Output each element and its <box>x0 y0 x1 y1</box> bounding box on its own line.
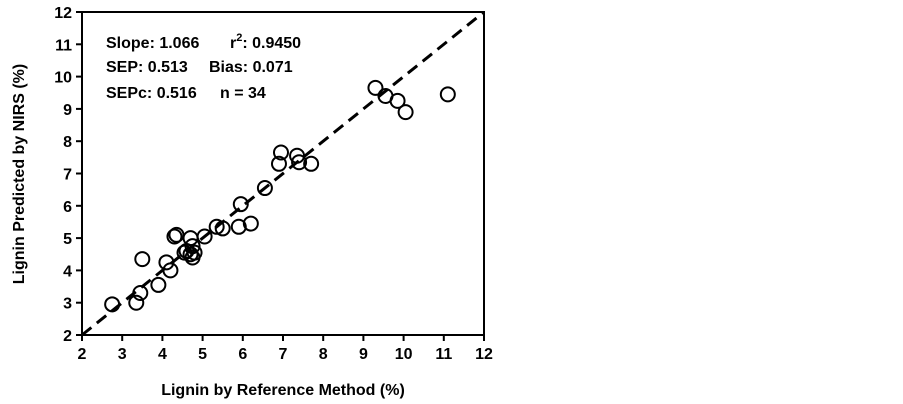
bias-text: Bias: 0.071 <box>209 59 293 76</box>
x-tick-label: 2 <box>78 346 87 363</box>
data-point <box>184 238 201 255</box>
y-axis-title: Lignin Predicted by NIRS (%) <box>11 64 28 284</box>
x-tick-label: 4 <box>158 346 167 363</box>
data-points <box>104 79 456 313</box>
data-point <box>242 215 259 232</box>
sep-text: SEP: 0.513 <box>106 59 188 76</box>
data-point <box>256 180 273 197</box>
data-point <box>389 92 406 109</box>
x-tick-label: 5 <box>198 346 207 363</box>
sepc-text: SEPc: 0.516 <box>106 85 197 102</box>
x-tick-label: 7 <box>279 346 288 363</box>
data-point <box>162 262 179 279</box>
y-tick-label: 4 <box>63 263 72 280</box>
data-point <box>186 244 203 261</box>
data-point <box>303 155 320 172</box>
data-point <box>397 104 414 121</box>
r2-superscript: 2 <box>236 32 242 44</box>
n-text: n = 34 <box>220 85 266 102</box>
data-point <box>158 254 175 271</box>
y-tick-label: 5 <box>63 231 72 248</box>
x-tick-label: 6 <box>238 346 247 363</box>
y-tick-label: 6 <box>63 199 72 216</box>
data-point <box>214 220 231 237</box>
x-tick-label: 9 <box>359 346 368 363</box>
x-tick-label: 3 <box>118 346 127 363</box>
x-tick-label: 12 <box>475 346 493 363</box>
y-tick-label: 7 <box>63 167 72 184</box>
y-tick-label: 11 <box>55 37 72 54</box>
data-point <box>272 144 289 161</box>
x-axis-title: Lignin by Reference Method (%) <box>161 382 405 399</box>
data-point <box>291 154 308 171</box>
y-tick-label: 2 <box>63 328 72 345</box>
stats-annotation: Slope: 1.066 r2: 0.9450 SEP: 0.513 Bias:… <box>106 32 301 102</box>
x-tick-label: 8 <box>319 346 328 363</box>
slope-text: Slope: 1.066 <box>106 35 199 52</box>
y-axis: 2 3 4 5 6 7 8 9 10 11 12 <box>54 5 82 345</box>
x-axis: 2 3 4 5 6 7 8 9 10 11 12 <box>78 335 493 363</box>
data-point <box>270 155 287 172</box>
data-point <box>230 218 247 235</box>
x-tick-label: 11 <box>435 346 452 363</box>
y-tick-label: 9 <box>63 102 72 119</box>
data-point <box>134 251 151 268</box>
data-point <box>104 296 121 313</box>
data-point <box>132 285 149 302</box>
data-point <box>166 228 183 245</box>
data-point <box>367 79 384 96</box>
y-tick-label: 8 <box>63 134 72 151</box>
data-point <box>128 294 145 311</box>
data-point <box>208 218 225 235</box>
y-tick-label: 10 <box>54 70 72 87</box>
data-point <box>196 228 213 245</box>
y-tick-label: 3 <box>63 296 72 313</box>
r2-text: r2: 0.9450 <box>230 32 301 52</box>
y-tick-label: 12 <box>54 5 72 22</box>
data-point <box>289 147 306 164</box>
data-point <box>232 196 249 213</box>
data-point <box>150 276 167 293</box>
data-point <box>439 86 456 103</box>
x-tick-label: 10 <box>395 346 413 363</box>
reference-line <box>81 10 485 337</box>
